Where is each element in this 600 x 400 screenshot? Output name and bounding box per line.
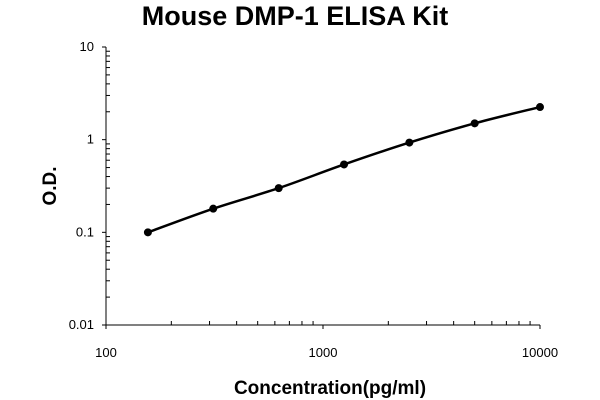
- minor-ticks: [106, 50, 531, 325]
- series-layer: [143, 103, 544, 237]
- data-point: [209, 204, 218, 213]
- x-axis-ticks: 100 1000 10000: [95, 325, 558, 360]
- x-tick-label: 1000: [309, 345, 338, 360]
- chart-title: Mouse DMP-1 ELISA Kit: [142, 1, 449, 31]
- data-point: [143, 228, 152, 237]
- y-axis-label: O.D.: [40, 166, 61, 205]
- x-tick-label: 100: [95, 345, 117, 360]
- y-tick-label: 0.01: [69, 317, 94, 332]
- y-axis-ticks: 10 1 0.1 0.01: [69, 39, 106, 332]
- x-tick-label: 10000: [522, 345, 558, 360]
- x-axis-label: Concentration(pg/ml): [234, 378, 426, 399]
- y-tick-label: 0.1: [76, 224, 94, 239]
- series-line: [147, 105, 541, 234]
- data-point: [274, 184, 283, 193]
- data-point: [470, 119, 479, 128]
- y-tick-label: 10: [80, 39, 94, 54]
- data-point: [340, 160, 349, 169]
- data-point: [536, 103, 544, 112]
- y-tick-label: 1: [87, 132, 94, 147]
- data-point: [405, 138, 414, 147]
